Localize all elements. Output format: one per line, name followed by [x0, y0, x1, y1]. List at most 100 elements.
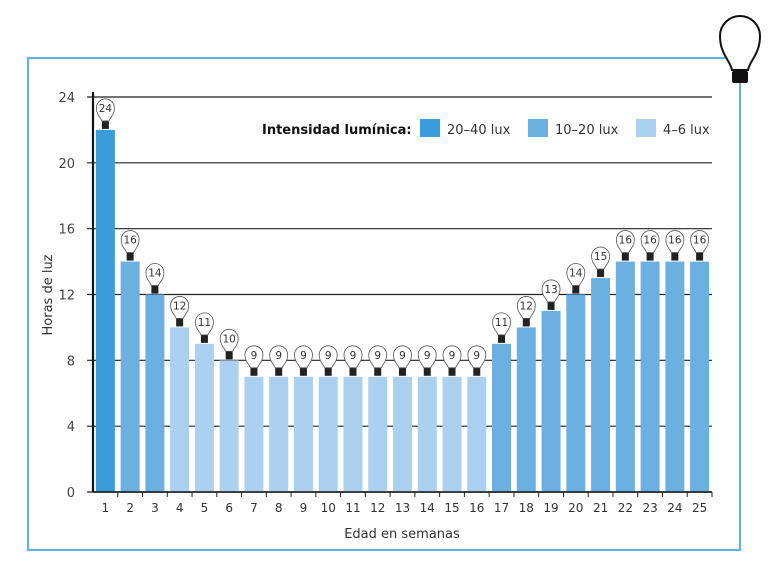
bulb-screw-icon	[732, 71, 748, 83]
bulb-base-icon	[151, 285, 159, 294]
bar	[368, 376, 388, 492]
light-bulb-icon	[467, 345, 487, 369]
x-tick-label: 23	[642, 501, 657, 515]
y-axis-label: Horas de luz	[41, 254, 56, 335]
x-tick-label: 9	[300, 501, 308, 515]
bulb-base-icon	[250, 367, 258, 376]
x-tick-label: 22	[618, 501, 633, 515]
bar	[318, 376, 338, 492]
bulb-base-icon	[696, 252, 704, 261]
light-bulb-icon	[591, 246, 610, 270]
bulb-base-icon	[621, 252, 629, 261]
x-tick-label: 6	[225, 501, 233, 515]
light-bulb-icon	[219, 328, 239, 352]
bar	[393, 376, 412, 492]
y-tick-label: 16	[58, 223, 75, 238]
bulb-label: 11	[198, 317, 211, 329]
bulb-base-icon	[299, 367, 307, 376]
x-tick-label: 25	[692, 501, 707, 515]
bar	[591, 278, 611, 492]
bar	[170, 327, 190, 492]
bulb-label: 9	[424, 350, 431, 362]
bar	[343, 376, 363, 492]
bulb-base-icon	[101, 120, 109, 129]
x-tick-label: 19	[543, 501, 558, 515]
bulb-base-icon	[374, 367, 382, 376]
bar	[293, 376, 313, 492]
x-tick-label: 4	[176, 501, 184, 515]
x-tick-label: 7	[250, 501, 258, 515]
light-bulb-icon	[393, 345, 412, 369]
light-bulb-icon	[318, 345, 338, 369]
bulb-base-icon	[423, 367, 431, 376]
light-bulb-icon	[640, 230, 660, 253]
bulb-base-icon	[498, 334, 506, 343]
light-bulb-icon	[718, 15, 762, 71]
bulb-base-icon	[448, 367, 456, 376]
light-bulb-icon	[368, 345, 388, 369]
bulb-base-icon	[324, 367, 332, 376]
light-bulb-icon	[343, 345, 363, 369]
bulb-base-icon	[522, 318, 530, 327]
bulb-label: 10	[222, 333, 235, 345]
x-tick-label: 11	[345, 501, 360, 515]
bulb-base-icon	[225, 351, 233, 360]
bar	[95, 129, 115, 492]
x-tick-label: 2	[126, 501, 134, 515]
bulb-base-icon	[547, 301, 555, 310]
legend-label: 20–40 lux	[447, 123, 511, 138]
legend-swatch	[420, 119, 440, 137]
bulb-label: 9	[300, 350, 307, 362]
light-bulb-icon	[145, 263, 165, 286]
bulb-label: 11	[495, 317, 508, 329]
bulb-label: 14	[569, 268, 583, 280]
light-bulb-icon	[417, 345, 437, 369]
y-tick-label: 20	[58, 157, 75, 172]
bulb-label: 14	[148, 268, 162, 280]
bar	[566, 294, 586, 492]
x-tick-label: 3	[151, 501, 159, 515]
light-bulb-icon	[269, 345, 289, 369]
bulb-label: 16	[693, 235, 707, 247]
bulb-label: 15	[594, 251, 607, 263]
light-bulb-icon	[541, 279, 561, 303]
bar	[417, 376, 437, 492]
x-tick-label: 1	[102, 501, 110, 515]
light-bulb-icon	[294, 345, 313, 369]
bulb-base-icon	[671, 252, 679, 261]
light-bulb-icon	[120, 230, 140, 253]
legend-swatch	[636, 119, 656, 137]
bulb-label: 9	[399, 350, 406, 362]
x-tick-label: 10	[321, 501, 336, 515]
bulb-base-icon	[200, 334, 208, 343]
y-tick-label: 4	[67, 420, 75, 435]
x-tick-label: 5	[201, 501, 209, 515]
x-tick-label: 14	[420, 501, 435, 515]
light-bulb-icon	[516, 296, 536, 319]
bar	[492, 343, 512, 492]
y-tick-label: 8	[67, 354, 75, 369]
bar	[541, 310, 561, 492]
light-bulb-icon	[170, 296, 190, 319]
bulb-label: 13	[544, 284, 557, 296]
bulb-label: 9	[449, 350, 456, 362]
bulb-label: 16	[619, 235, 633, 247]
light-bulb-icon	[690, 230, 710, 253]
bulb-base-icon	[126, 252, 134, 261]
bulb-label: 12	[173, 300, 186, 312]
bar	[145, 294, 165, 492]
bar	[442, 376, 462, 492]
x-tick-label: 24	[667, 501, 682, 515]
bulb-base-icon	[275, 367, 283, 376]
bulb-label: 9	[251, 350, 258, 362]
bulb-base-icon	[399, 367, 406, 376]
bulb-label: 12	[520, 300, 533, 312]
y-tick-label: 24	[58, 91, 75, 106]
light-bulb-icon	[615, 230, 635, 253]
light-bulb-icon	[566, 263, 586, 286]
bar	[467, 376, 487, 492]
bulb-base-icon	[597, 269, 605, 278]
x-tick-label: 8	[275, 501, 283, 515]
light-bulb-icon	[244, 345, 264, 369]
